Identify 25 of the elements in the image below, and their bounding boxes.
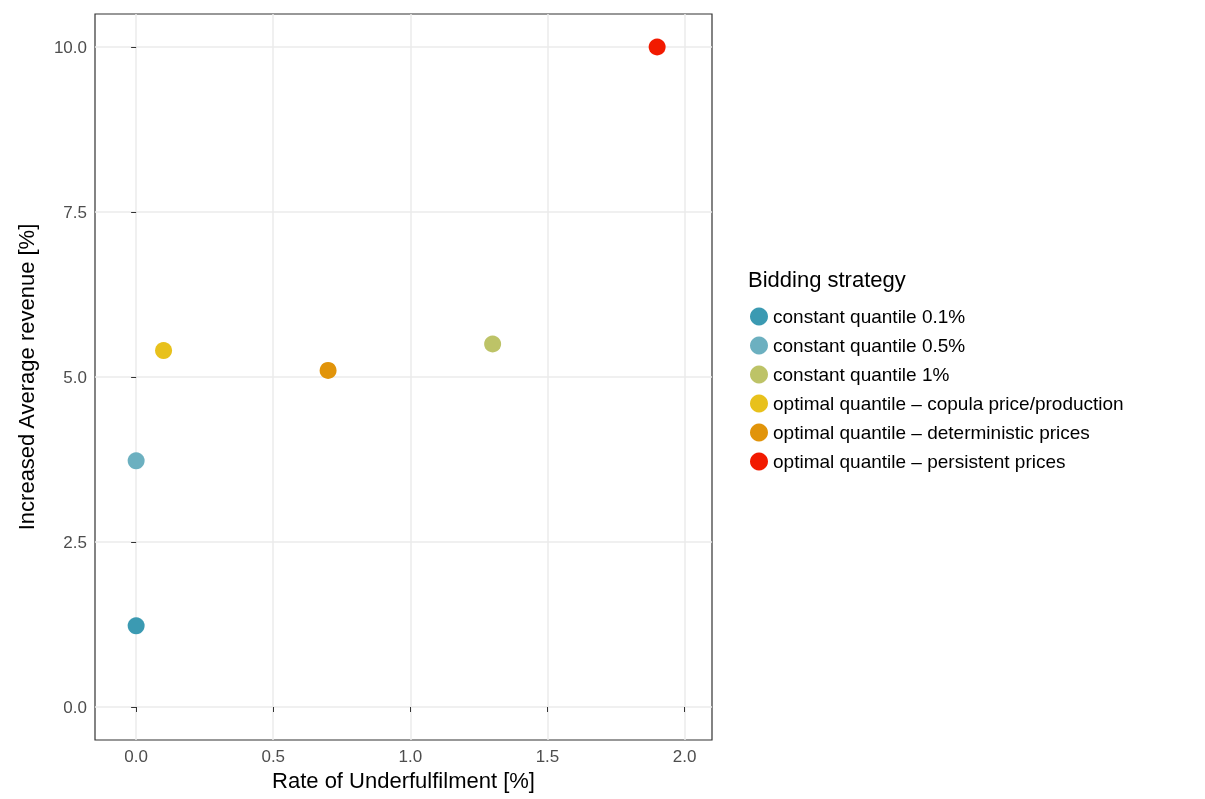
y-tick-label: 5.0 bbox=[63, 367, 87, 387]
x-axis-title: Rate of Underfulfilment [%] bbox=[272, 768, 535, 794]
point bbox=[319, 361, 337, 379]
legend-label: constant quantile 0.1% bbox=[773, 306, 966, 327]
y-tick-label: 10.0 bbox=[53, 37, 87, 57]
point bbox=[648, 38, 666, 56]
legend-label: constant quantile 0.5% bbox=[773, 335, 966, 356]
x-tick-label: 1.5 bbox=[535, 747, 560, 766]
x-tick-label: 1.0 bbox=[398, 747, 423, 766]
x-tick-label: 0.0 bbox=[124, 747, 148, 766]
y-tick-label: 2.5 bbox=[63, 532, 87, 552]
x-tick-label: 0.5 bbox=[261, 747, 286, 766]
legend-label: optimal quantile – persistent prices bbox=[773, 451, 1066, 472]
y-axis-title: Increased Average revenue [%] bbox=[13, 223, 39, 531]
legend-label: optimal quantile – deterministic prices bbox=[773, 422, 1090, 443]
point bbox=[484, 335, 502, 353]
point bbox=[155, 342, 173, 360]
y-tick-label: 7.5 bbox=[63, 202, 87, 222]
legend-title: Bidding strategy bbox=[748, 266, 906, 292]
point bbox=[127, 617, 145, 635]
point bbox=[127, 452, 145, 470]
legend-label: optimal quantile – copula price/production bbox=[773, 393, 1124, 414]
y-tick-label: 0.0 bbox=[63, 697, 87, 717]
legend-label: constant quantile 1% bbox=[773, 364, 950, 385]
x-tick-label: 2.0 bbox=[672, 747, 697, 766]
